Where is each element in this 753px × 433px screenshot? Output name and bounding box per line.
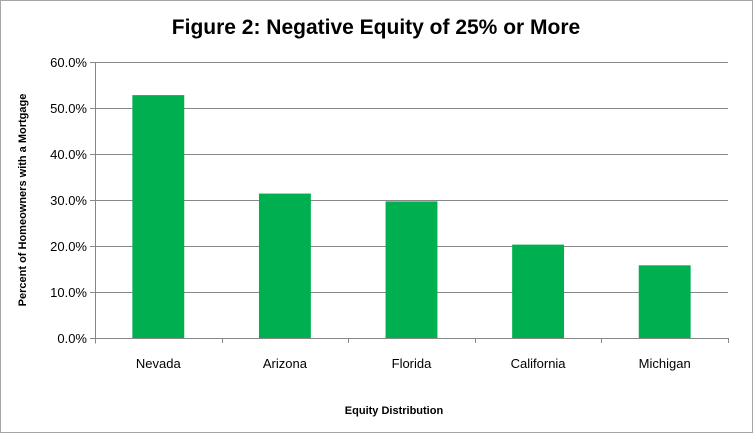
axes [95,62,728,344]
x-axis-tick-labels: Nevada Arizona Florida California Michigan [136,338,729,371]
bars [132,95,691,339]
bar-florida [385,201,438,338]
y-tick-label: 0.0% [57,331,87,346]
bar-nevada [132,95,185,339]
y-tick-label: 30.0% [50,193,87,208]
y-tick-label: 40.0% [50,147,87,162]
y-axis-title: Percent of Homeowners with a Mortgage [17,94,29,307]
y-tick-label: 50.0% [50,101,87,116]
bar-california [512,244,565,338]
bar-michigan [638,265,691,338]
y-tick-label: 10.0% [50,285,87,300]
x-tick-label: Arizona [263,356,308,371]
bar-arizona [258,193,311,338]
x-tick-label: Nevada [136,356,182,371]
x-tick-label: Michigan [639,356,691,371]
y-axis-tick-labels: 0.0% 10.0% 20.0% 30.0% 40.0% 50.0% 60.0% [50,55,87,346]
x-tick-label: California [511,356,567,371]
chart-title: Figure 2: Negative Equity of 25% or More [172,16,580,39]
y-tick-label: 20.0% [50,239,87,254]
x-tick-label: Florida [392,356,433,371]
y-tick-label: 60.0% [50,55,87,70]
gridlines [90,62,728,339]
x-axis-title: Equity Distribution [345,405,444,417]
